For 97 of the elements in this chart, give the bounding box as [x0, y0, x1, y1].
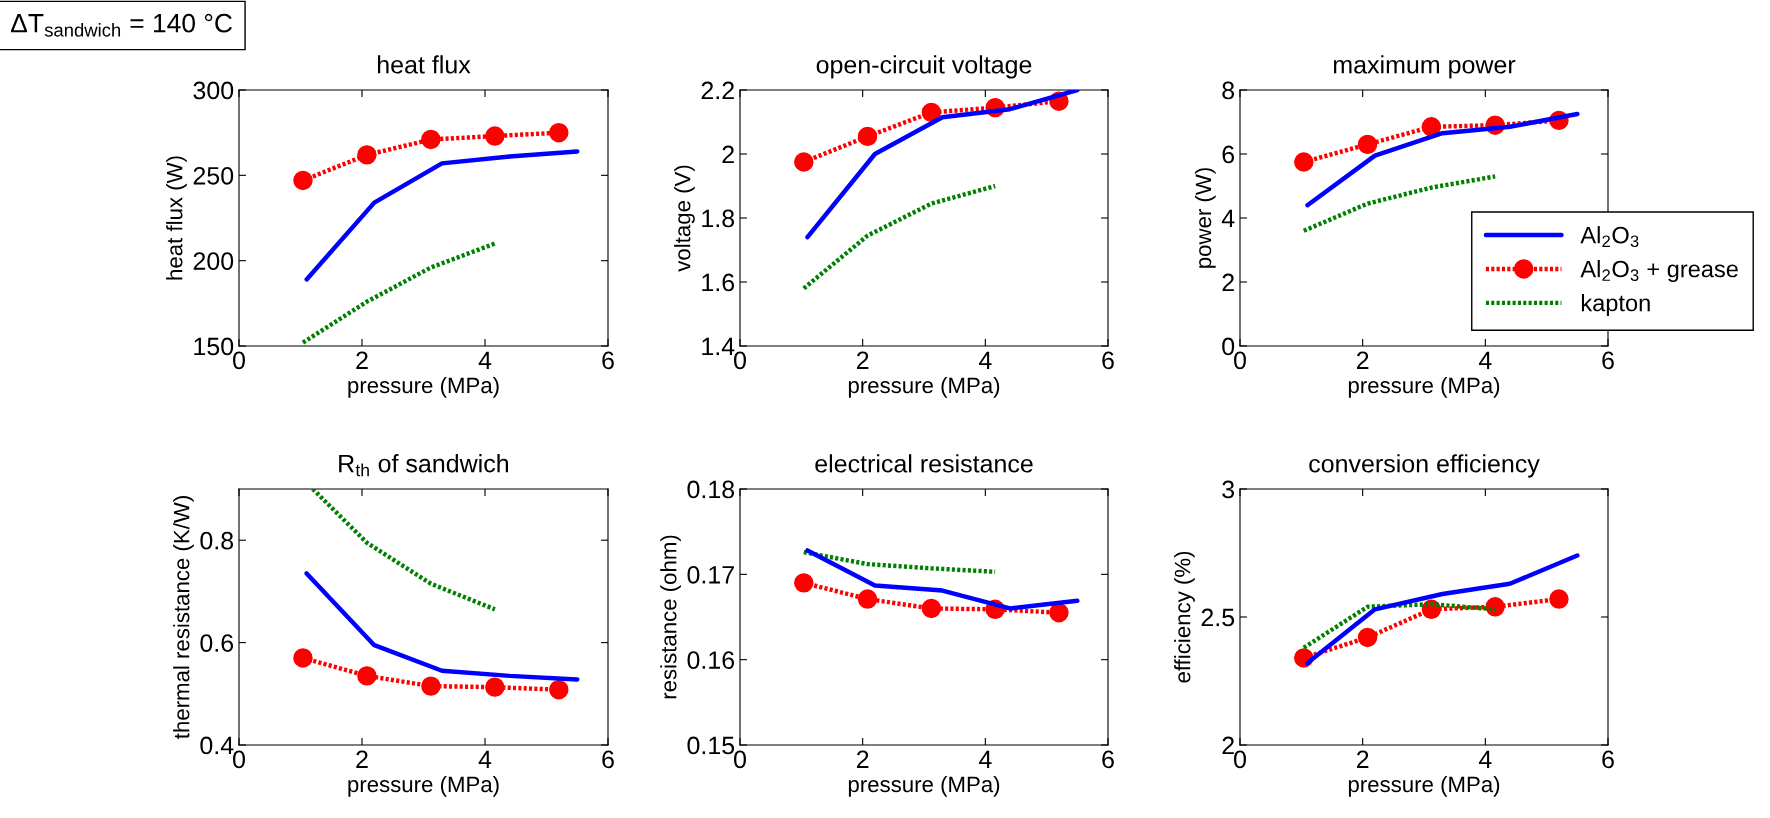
- y-tick-label: 150: [194, 337, 234, 356]
- x-tick-label: 6: [1602, 351, 1614, 370]
- line-series: [304, 149, 580, 282]
- chart-title: heat flux: [377, 55, 471, 74]
- point: [1294, 152, 1314, 172]
- x-tick-label: 4: [478, 351, 492, 369]
- x-axis-title: pressure (MPa): [1348, 376, 1500, 398]
- y-tick-label: 0.18: [687, 480, 735, 499]
- line-series: [304, 571, 580, 682]
- x-tick-label: 2: [856, 750, 869, 768]
- point: [357, 145, 377, 165]
- chart-title: maximum power: [1333, 55, 1516, 79]
- x-tick-label: 6: [1102, 750, 1114, 769]
- point: [485, 126, 505, 146]
- line-series: [801, 549, 998, 574]
- x-tick-label: 2: [356, 351, 368, 369]
- x-axis-title: pressure (MPa): [848, 775, 1000, 797]
- x-axis-title: pressure (MPa): [348, 775, 499, 797]
- legend-label: kapton: [1581, 294, 1650, 317]
- point: [857, 126, 878, 147]
- point: [1549, 589, 1569, 609]
- y-tick-label: 2.2: [701, 81, 734, 100]
- point: [485, 677, 505, 697]
- point: [549, 679, 569, 700]
- point: [293, 648, 313, 668]
- y-axis-title: power (W): [1194, 168, 1216, 268]
- line-series: [310, 489, 498, 612]
- x-tick-label: 6: [1102, 351, 1114, 370]
- chart-title: electrical resistance: [815, 454, 1033, 473]
- x-axis-title: pressure (MPa): [1348, 775, 1500, 797]
- x-tick-label: 6: [1602, 750, 1614, 769]
- y-tick-label: 6: [1222, 145, 1235, 164]
- x-tick-label: 2: [356, 750, 368, 768]
- point: [794, 152, 814, 172]
- y-tick-label: 8: [1222, 81, 1235, 100]
- point: [421, 129, 441, 150]
- y-tick-label: 2.5: [1201, 608, 1235, 627]
- line-series: [1301, 174, 1498, 234]
- line-series: [801, 183, 998, 291]
- y-tick-label: 250: [193, 166, 234, 185]
- y-tick-label: 300: [193, 81, 234, 100]
- x-tick-label: 4: [978, 750, 992, 768]
- point: [794, 573, 814, 593]
- y-tick-label: 0.15: [687, 736, 735, 755]
- y-tick-label: 2: [1222, 273, 1234, 292]
- y-tick-label: 1.8: [702, 209, 735, 228]
- point: [357, 666, 377, 686]
- y-axis-title: heat flux (W): [166, 156, 187, 280]
- point: [1421, 117, 1442, 137]
- x-tick-label: 2: [856, 351, 869, 369]
- point: [1357, 134, 1378, 155]
- y-axis-title: resistance (ohm): [660, 535, 681, 699]
- point: [1049, 603, 1069, 623]
- y-tick-label: 0.16: [687, 651, 735, 669]
- y-axis-title: efficiency (%): [1174, 551, 1195, 683]
- point: [1485, 597, 1505, 617]
- x-tick-label: 6: [602, 351, 614, 370]
- y-axis-title: thermal resistance (K/W): [173, 496, 194, 739]
- x-tick-label: 2: [1356, 750, 1369, 768]
- x-tick-label: 6: [602, 750, 614, 769]
- y-axis-title: voltage (V): [674, 165, 695, 272]
- x-tick-label: 4: [478, 750, 492, 768]
- legend-label: Al$_{2}$O$_{3}$ + grease: [1580, 260, 1738, 283]
- x-axis-title: pressure (MPa): [348, 376, 499, 398]
- chart-title: R$_{th}$ of sandwich: [339, 454, 509, 477]
- y-tick-label: 0: [1222, 337, 1235, 356]
- point: [549, 122, 569, 143]
- line-series: [300, 241, 498, 345]
- chart-title: conversion efficiency: [1309, 454, 1540, 478]
- point: [921, 598, 942, 619]
- point: [293, 170, 313, 191]
- x-tick-label: 4: [1478, 750, 1492, 768]
- point: [921, 102, 942, 123]
- y-tick-label: 4: [1221, 209, 1235, 228]
- legend-label: Al$_{2}$O$_{3}$: [1580, 226, 1639, 248]
- y-tick-label: 0.17: [687, 565, 734, 584]
- point: [857, 589, 878, 609]
- y-tick-label: 0.8: [200, 531, 234, 550]
- y-tick-label: 0.4: [200, 736, 234, 755]
- y-tick-label: 2: [1222, 736, 1234, 755]
- x-tick-label: 4: [1478, 351, 1492, 369]
- y-tick-label: 2: [722, 145, 734, 164]
- point: [1357, 627, 1378, 648]
- line-series: [805, 90, 1080, 240]
- text: ΔT$_{sandwich}$ = 140 °C: [11, 13, 232, 37]
- y-tick-label: 1.6: [702, 273, 735, 292]
- line-series: [1305, 111, 1580, 208]
- y-tick-label: 0.6: [200, 634, 234, 652]
- y-tick-label: 1.4: [702, 337, 735, 356]
- x-tick-label: 2: [1356, 351, 1369, 369]
- point: [421, 676, 441, 696]
- chart-title: open-circuit voltage: [816, 55, 1032, 79]
- line-series: [805, 548, 1080, 611]
- y-tick-label: 3: [1222, 480, 1235, 499]
- y-tick-label: 200: [193, 252, 234, 270]
- x-axis-title: pressure (MPa): [848, 376, 1000, 398]
- x-tick-label: 4: [978, 351, 992, 369]
